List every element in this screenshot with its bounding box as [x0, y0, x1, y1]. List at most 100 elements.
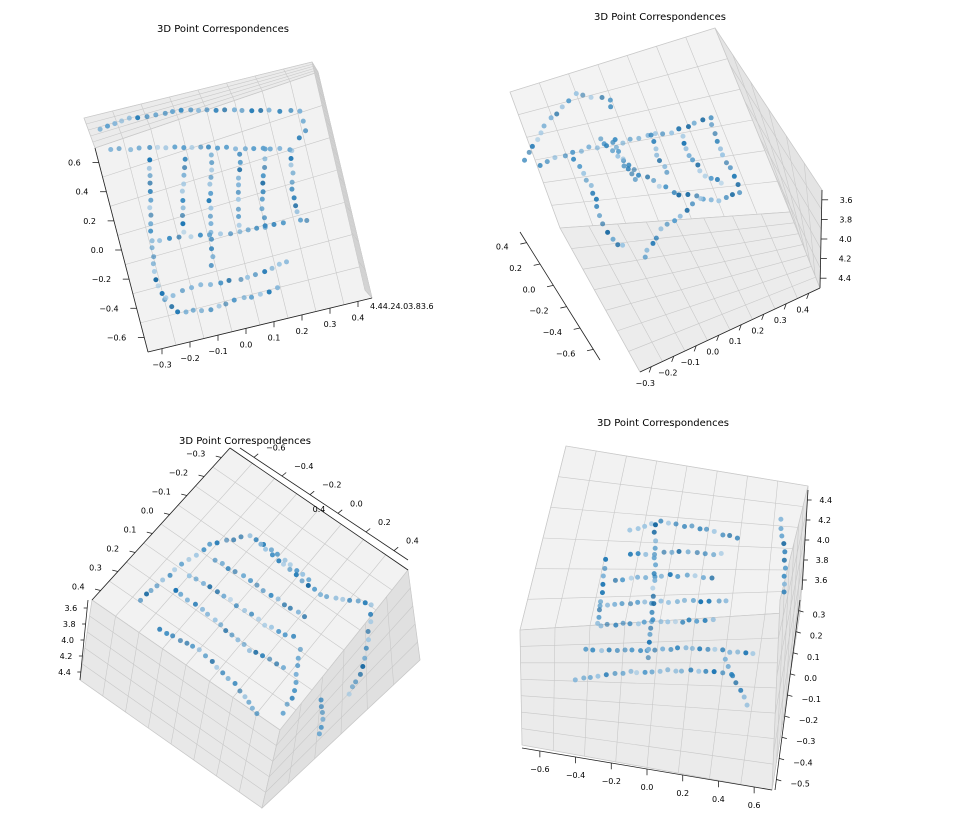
scatter-point — [280, 220, 286, 226]
grid-line — [125, 632, 140, 713]
scatter-point — [680, 133, 686, 139]
grid-line — [518, 58, 728, 115]
side-grid — [311, 61, 373, 299]
tick-label: −0.2 — [799, 716, 818, 725]
tick-label: 0.1 — [268, 334, 281, 343]
scatter-point — [287, 562, 293, 568]
scatter-point — [626, 162, 632, 168]
scatter-point — [212, 557, 218, 563]
scatter-point — [167, 572, 173, 578]
grid-line — [750, 81, 801, 238]
scatter-point — [692, 573, 698, 579]
chart-title: 3D Point Correspondences — [594, 12, 726, 23]
scatter-point — [526, 149, 532, 155]
tick-mark — [198, 474, 205, 477]
tick-label: 3.6 — [815, 576, 828, 585]
grid-line — [582, 233, 799, 270]
scatter-point — [600, 581, 606, 587]
scatter-point — [253, 649, 259, 655]
grid-line — [407, 569, 421, 661]
scatter-point — [719, 152, 725, 158]
grid-line — [677, 618, 696, 774]
scatter-point — [363, 645, 369, 651]
scatter-point — [606, 647, 612, 653]
scatter-point — [651, 529, 657, 535]
tick-mark — [181, 493, 187, 496]
grid-line — [703, 217, 753, 320]
scatter-point — [180, 221, 186, 227]
scatter-point — [172, 567, 178, 573]
scatter-point — [738, 687, 744, 693]
scatter-point — [271, 222, 277, 228]
scatter-point — [671, 190, 677, 196]
scatter-point — [694, 618, 700, 624]
grid-line — [358, 261, 366, 270]
tick-label: 0.3 — [89, 564, 102, 573]
y-axis: 0.4 0.2 0.0 −0.2 −0.4 −0.6 — [496, 231, 601, 361]
scatter-point — [237, 229, 243, 235]
scatter-point — [280, 665, 286, 671]
points-post — [645, 522, 659, 661]
scatter-point — [183, 309, 189, 315]
scatter-point — [318, 724, 324, 730]
scatter-point — [249, 108, 255, 114]
grid-line — [714, 27, 791, 213]
scatter-point — [247, 533, 253, 539]
scatter-point — [685, 192, 691, 198]
scatter-point — [559, 104, 565, 110]
points-seat — [583, 645, 756, 657]
scatter-point — [170, 293, 176, 299]
scatter-point — [653, 146, 659, 152]
grid-line — [91, 599, 281, 731]
scatter-point — [148, 228, 154, 234]
scatter-point — [266, 107, 272, 113]
scatter-point — [318, 704, 324, 710]
scatter-point — [147, 157, 153, 163]
scatter-point — [781, 573, 787, 579]
scatter-point — [180, 205, 186, 211]
scatter-point — [702, 173, 708, 179]
grid-line — [790, 523, 799, 672]
scatter-point — [554, 111, 560, 117]
tick-mark — [94, 588, 101, 591]
grid-line — [110, 136, 334, 207]
scatter-point — [642, 669, 648, 675]
grid-line — [776, 580, 785, 761]
scatter-point — [702, 551, 708, 557]
grid-line — [364, 289, 373, 299]
scatter-point — [723, 160, 729, 166]
points-seat — [598, 136, 735, 204]
scatter-point — [208, 282, 214, 288]
grid-line — [79, 599, 93, 681]
grid-line — [276, 587, 411, 746]
grid-line — [365, 623, 368, 710]
tick-mark — [560, 306, 567, 309]
scatter-point — [287, 566, 293, 572]
tick-label: 3.8 — [63, 620, 76, 629]
scatter-point — [208, 307, 214, 313]
grid-line — [216, 697, 234, 777]
scatter-point — [635, 551, 641, 557]
scatter-point — [781, 541, 787, 547]
scatter-point — [208, 263, 214, 269]
tick-label: −0.2 — [180, 354, 199, 363]
scatter-point — [782, 549, 788, 555]
scatter-point — [260, 588, 266, 594]
scatter-point — [209, 167, 215, 173]
scatter-point — [176, 234, 182, 240]
scatter-point — [714, 177, 720, 183]
tick-label: 3.6 — [840, 196, 853, 205]
scatter-point — [324, 594, 330, 600]
scatter-point — [698, 196, 704, 202]
tick-mark — [781, 736, 787, 740]
grid-line — [559, 227, 641, 373]
scatter-point — [112, 121, 118, 127]
scatter-point — [198, 144, 204, 150]
scatter-point — [680, 619, 686, 625]
scatter-point — [643, 551, 649, 557]
scatter-point — [612, 137, 618, 143]
tick-label: −0.6 — [556, 349, 575, 358]
scatter-point — [690, 157, 696, 163]
scatter-point — [204, 107, 210, 113]
scatter-point — [583, 177, 589, 183]
